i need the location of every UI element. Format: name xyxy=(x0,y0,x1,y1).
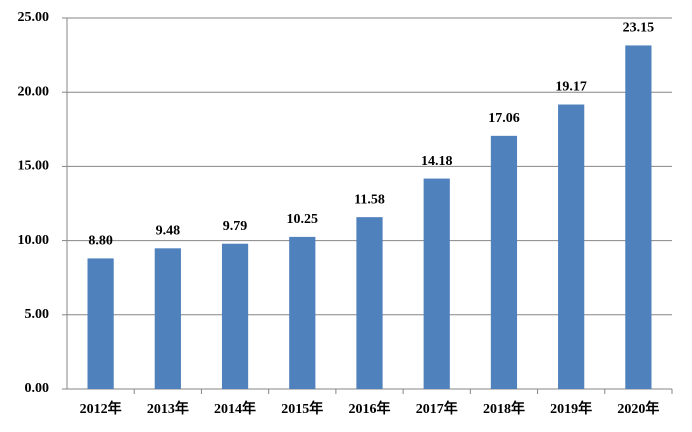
y-tick-label: 25.00 xyxy=(18,10,50,25)
x-tick-label: 2020年 xyxy=(617,400,659,417)
value-label: 23.15 xyxy=(623,21,655,36)
value-label: 9.79 xyxy=(223,219,248,234)
x-tick-label: 2019年 xyxy=(550,400,592,417)
bar xyxy=(423,178,450,389)
bar xyxy=(356,217,383,389)
x-tick-label: 2016年 xyxy=(349,400,391,417)
x-tick-label: 2015年 xyxy=(281,400,323,417)
bar xyxy=(221,243,249,389)
value-label: 11.58 xyxy=(354,192,385,207)
x-tick-label: 2012年 xyxy=(80,400,122,417)
bar xyxy=(558,104,585,389)
bar xyxy=(625,45,652,389)
y-tick-label: 10.00 xyxy=(18,233,50,248)
bar xyxy=(289,236,316,389)
x-tick-label: 2017年 xyxy=(416,400,458,417)
bar xyxy=(154,248,181,389)
bar xyxy=(87,258,114,389)
x-tick-label: 2014年 xyxy=(214,400,256,417)
value-label: 9.48 xyxy=(156,224,181,239)
value-label: 10.25 xyxy=(287,212,319,227)
y-tick-label: 20.00 xyxy=(18,84,50,99)
value-label: 19.17 xyxy=(555,80,587,95)
y-tick-label: 15.00 xyxy=(18,159,50,174)
x-tick-label: 2013年 xyxy=(147,400,189,417)
x-tick-label: 2018年 xyxy=(483,400,525,417)
value-label: 14.18 xyxy=(421,154,453,169)
y-tick-label: 5.00 xyxy=(25,307,50,322)
value-label: 17.06 xyxy=(488,111,520,126)
y-tick-label: 0.00 xyxy=(25,381,50,396)
bar xyxy=(490,135,518,389)
value-label: 8.80 xyxy=(88,234,113,249)
